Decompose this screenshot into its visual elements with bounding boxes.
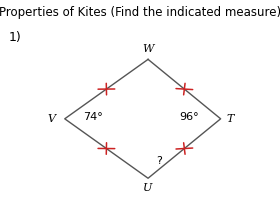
Text: 96°: 96° (179, 112, 199, 122)
Text: Properties of Kites (Find the indicated measure): Properties of Kites (Find the indicated … (0, 6, 280, 19)
Text: 1): 1) (8, 32, 21, 44)
Text: 74°: 74° (83, 112, 103, 122)
Text: U: U (143, 183, 153, 194)
Text: V: V (47, 114, 55, 124)
Text: W: W (142, 44, 154, 54)
Text: T: T (226, 114, 234, 124)
Text: ?: ? (156, 156, 162, 166)
